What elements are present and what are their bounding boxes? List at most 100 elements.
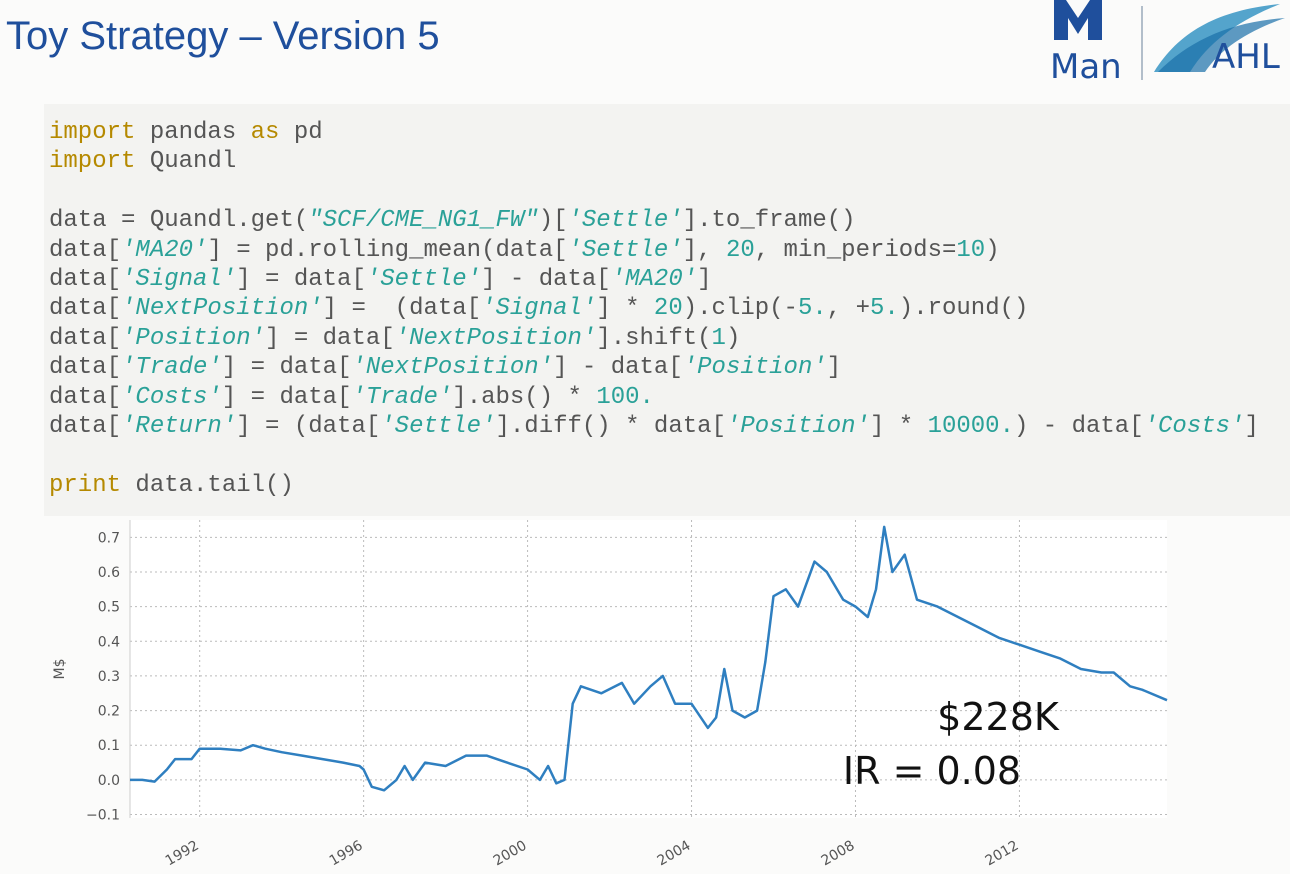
code-token: data[	[49, 236, 122, 264]
x-tick-label: 2012	[983, 838, 1022, 870]
x-tick-label: 1996	[327, 838, 366, 870]
code-token: 20	[725, 236, 755, 264]
plot-area	[130, 520, 1167, 818]
code-token: 'Trade'	[351, 383, 453, 411]
code-token: ] = data[	[221, 354, 352, 382]
code-token: data[	[49, 354, 122, 382]
code-token: data[	[49, 412, 122, 440]
code-token: ] *	[869, 412, 928, 440]
code-token: ]	[1244, 412, 1259, 440]
code-token: data = Quandl.get(	[49, 207, 309, 235]
logo-left: Man	[1050, 47, 1122, 87]
code-token: data[	[49, 383, 122, 411]
code-token: ] - data[	[481, 265, 611, 293]
code-line: data['Return'] = (data['Settle'].diff() …	[49, 412, 1259, 441]
annotation: IR = 0.08	[843, 749, 1021, 793]
code-token: ] = pd.rolling_mean(data[	[207, 236, 568, 264]
code-token: import	[49, 148, 136, 176]
y-tick-label: 0.6	[98, 565, 120, 581]
y-tick-label: 0.2	[98, 704, 120, 720]
code-token: 'Signal'	[121, 265, 237, 293]
code-line	[49, 441, 1259, 470]
y-tick-label: 0.5	[98, 600, 120, 616]
code-line: data['NextPosition'] = (data['Signal'] *…	[49, 294, 1259, 323]
code-token: 'Trade'	[121, 354, 222, 382]
code-token: 'Return'	[121, 412, 237, 440]
code-line: data['Costs'] = data['Trade'].abs() * 10…	[49, 383, 1259, 412]
annotation: $228K	[937, 695, 1060, 739]
code: import pandas as pd import Quandl data = Q…	[49, 118, 1259, 500]
code-token: ].to_frame()	[682, 207, 856, 235]
code-line: data['Position'] = data['NextPosition'].…	[49, 324, 1259, 353]
code-line: data = Quandl.get("SCF/CME_NG1_FW")['Set…	[49, 206, 1259, 235]
code-token: pd	[279, 119, 323, 146]
code-token: 5.	[869, 295, 899, 323]
code-token: 'Costs'	[121, 383, 222, 411]
logo-right: AHL	[1212, 37, 1280, 77]
code-token: 'Position'	[121, 324, 266, 352]
code-token: ] = data[	[236, 265, 366, 293]
code-token: ].shift(	[596, 324, 712, 352]
y-tick-label: 0.4	[98, 634, 120, 650]
x-tick-label: 2008	[819, 838, 858, 870]
code-token: ].abs() *	[452, 383, 597, 411]
code-token: ] = data[	[265, 324, 395, 352]
code-token: 'Settle'	[567, 207, 683, 235]
x-tick-label: 2004	[655, 838, 694, 870]
code-token: Quandl	[135, 148, 237, 176]
code-token: ] = (data[	[236, 412, 381, 440]
code-token: as	[250, 119, 280, 146]
code-token: ) - data[	[1013, 412, 1144, 440]
code-token: )[	[538, 207, 568, 235]
y-tick-label: 0.7	[98, 530, 120, 546]
logo-mark	[1054, 0, 1102, 40]
code-token: 10	[956, 236, 986, 264]
code-token: 10000.	[927, 412, 1014, 440]
logo: Man AHL	[1050, 0, 1285, 87]
code-token: data[	[49, 295, 122, 323]
x-tick-label: 1992	[163, 838, 202, 870]
code-token: ].diff() * data[	[495, 412, 726, 440]
code-token: data[	[49, 265, 122, 293]
chart: −0.1 0.0 0.1 0.2 0.3 0.4 0.5 0.6 0.7 1992 1996 2000…	[52, 520, 1168, 870]
code-token: ] - data[	[553, 354, 683, 382]
y-tick-label: 0.3	[98, 669, 120, 685]
code-token: , min_periods=	[754, 236, 957, 264]
code-token: 'Position'	[725, 412, 870, 440]
code-line: data['MA20'] = pd.rolling_mean(data['Set…	[49, 236, 1259, 265]
y-tick-label: 0.1	[98, 738, 120, 754]
code-token: data.tail()	[121, 471, 294, 499]
code-token: pandas	[135, 119, 251, 146]
y-tick-label: 0.0	[98, 773, 120, 789]
code-token: 'Settle'	[380, 412, 496, 440]
code-token: ],	[682, 236, 726, 264]
logo-wave	[1158, 18, 1285, 72]
code-token: 20	[653, 295, 683, 323]
code-token: ).round()	[898, 295, 1029, 323]
code-token: 1	[711, 324, 726, 352]
code-line: data['Trade'] = data['NextPosition'] - d…	[49, 353, 1259, 382]
code-token: 'NextPosition'	[121, 295, 323, 323]
code-token: 'MA20'	[121, 236, 208, 264]
code-token: 5.	[797, 295, 827, 323]
code-token: 'MA20'	[610, 265, 698, 293]
x-tick-label: 2000	[491, 838, 530, 870]
code-token: ]	[826, 354, 842, 382]
code-token: )	[725, 324, 741, 352]
code-line	[49, 177, 1259, 206]
code-token: "SCF/CME_NG1_FW"	[308, 207, 539, 235]
code-line: import pandas as pd	[49, 118, 1259, 147]
code-line: import Quandl	[49, 147, 1259, 176]
code-token: 'NextPosition'	[351, 354, 554, 382]
code-line: data['Signal'] = data['Settle'] - data['…	[49, 265, 1259, 294]
code-token: 'Settle'	[365, 265, 482, 293]
code-token: 'Settle'	[567, 236, 683, 264]
code-token: ] = data[	[221, 383, 352, 411]
data-line	[130, 525, 1168, 792]
code-line: print data.tail()	[49, 471, 1259, 500]
code-token: ] *	[596, 295, 654, 323]
code-token: import	[49, 119, 136, 146]
code-token: data[	[49, 324, 122, 352]
code-token: 'Position'	[682, 354, 827, 382]
